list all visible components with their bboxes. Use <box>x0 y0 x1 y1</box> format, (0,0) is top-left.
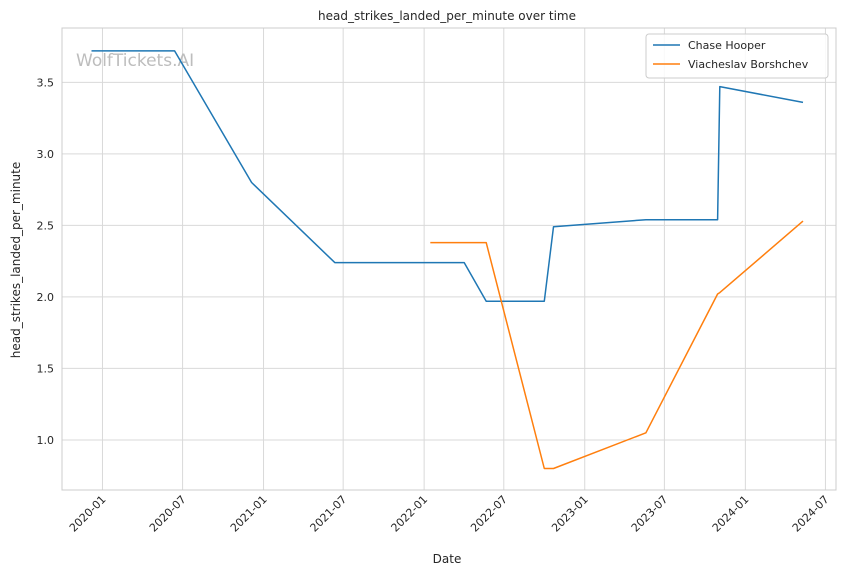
x-tick-label: 2023-01 <box>549 493 591 535</box>
x-tick-label: 2022-07 <box>468 493 510 535</box>
y-tick-label: 1.0 <box>37 434 55 447</box>
y-tick-label: 3.5 <box>37 76 55 89</box>
legend-label-1: Viacheslav Borshchev <box>688 58 809 71</box>
series-layer <box>91 50 804 470</box>
y-axis-label: head_strikes_landed_per_minute <box>9 162 23 359</box>
chart-title: head_strikes_landed_per_minute over time <box>318 9 576 23</box>
grid <box>62 28 836 490</box>
x-tick-label: 2021-01 <box>228 493 270 535</box>
x-tick-label: 2020-07 <box>147 493 189 535</box>
legend-box <box>645 33 829 79</box>
series-line-1 <box>430 220 804 470</box>
y-tick-label: 2.0 <box>37 291 55 304</box>
series-line-0 <box>91 50 804 302</box>
x-tick-label: 2024-01 <box>710 493 752 535</box>
y-tick-label: 2.5 <box>37 219 55 232</box>
legend: Chase Hooper Viacheslav Borshchev <box>645 33 829 79</box>
plot-frame <box>61 27 837 491</box>
watermark: WolfTickets.AI <box>76 51 194 71</box>
x-tick-label: 2020-01 <box>67 493 109 535</box>
x-axis-ticks: 2020-01 2020-07 2021-01 2021-07 2022-01 2022-… <box>67 493 832 535</box>
x-tick-label: 2022-01 <box>389 493 431 535</box>
x-tick-label: 2024-07 <box>790 493 832 535</box>
y-tick-label: 1.5 <box>37 362 55 375</box>
legend-label-0: Chase Hooper <box>688 39 766 52</box>
x-tick-label: 2021-07 <box>308 493 350 535</box>
y-axis-ticks: 1.0 1.5 2.0 2.5 3.0 3.5 <box>37 76 55 447</box>
x-tick-label: 2023-07 <box>629 493 671 535</box>
x-axis-label: Date <box>433 552 462 566</box>
y-tick-label: 3.0 <box>37 148 55 161</box>
